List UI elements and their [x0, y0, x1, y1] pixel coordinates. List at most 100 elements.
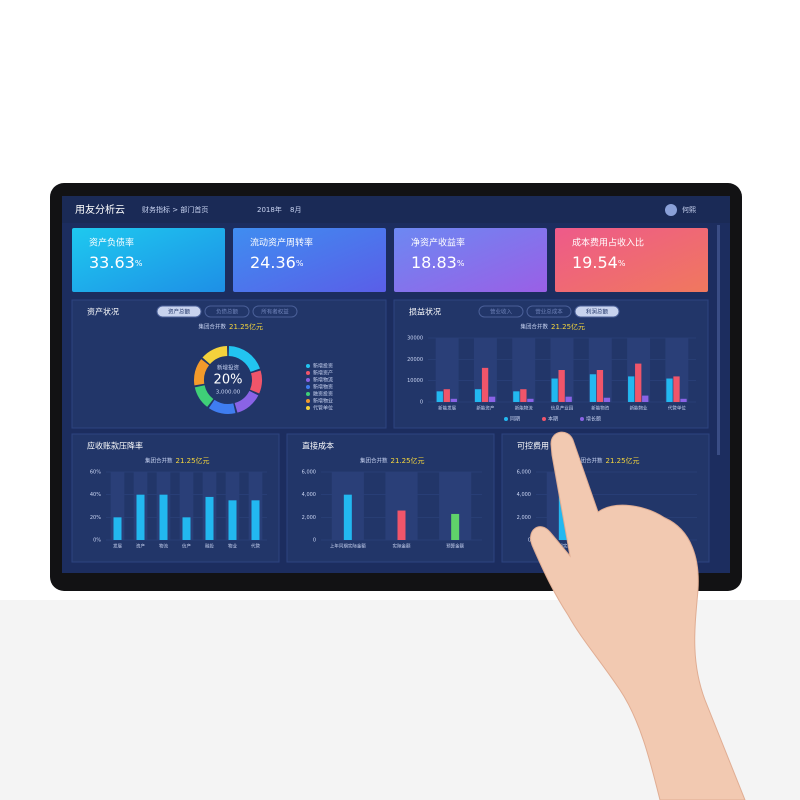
legend-label: 新增资产 — [313, 370, 333, 377]
panel-title: 直接成本 — [302, 441, 334, 451]
bar — [527, 398, 534, 402]
bar-track — [435, 338, 459, 402]
tab-label[interactable]: 负债总额 — [216, 308, 239, 316]
legend-swatch — [306, 399, 310, 403]
legend-swatch — [306, 392, 310, 396]
user-name[interactable]: 何熙 — [682, 205, 696, 214]
tab[interactable] — [252, 305, 298, 318]
center-value: 20% — [214, 373, 243, 388]
x-tick-label: 上年同期实际金额 — [330, 543, 366, 550]
bar — [450, 398, 457, 402]
panel-title: 损益状况 — [409, 307, 441, 317]
tab[interactable] — [204, 305, 250, 318]
year-select[interactable]: 2018年 — [257, 205, 282, 214]
bar — [666, 378, 673, 402]
legend-label: 增长额 — [586, 416, 601, 423]
legend-label: 同期 — [510, 417, 520, 423]
bar — [136, 494, 145, 540]
donut-segment — [194, 359, 210, 386]
tab-label[interactable]: 营业总成本 — [535, 308, 563, 316]
avatar[interactable] — [665, 204, 677, 216]
kpi-number: 19.54 — [572, 253, 618, 272]
bar — [159, 494, 168, 540]
donut-segment — [202, 346, 228, 365]
legend-swatch — [306, 378, 310, 382]
x-tick-label: 代管 — [251, 543, 260, 550]
legend-swatch — [504, 417, 508, 421]
x-tick-label: 信息产业园 — [551, 405, 574, 412]
kpi-card — [233, 228, 386, 292]
bar — [228, 500, 237, 540]
bar — [596, 370, 604, 402]
legend-swatch — [306, 364, 310, 368]
bar — [481, 367, 489, 402]
legend-label: 新增投资 — [313, 363, 333, 370]
x-tick-label: 代管单位 — [668, 405, 686, 412]
y-tick-label: 10000 — [407, 378, 423, 384]
tab[interactable] — [478, 305, 524, 318]
kpi-number: 24.36 — [250, 253, 296, 272]
bar-track — [512, 338, 536, 402]
y-tick-label: 0 — [528, 538, 531, 544]
top-bar — [62, 196, 730, 223]
breadcrumb[interactable]: 财务指标 > 部门首页 — [142, 205, 208, 214]
y-tick-label: 20% — [90, 515, 101, 521]
kpi-value: 33.63% — [89, 253, 143, 272]
kpi-value: 18.83% — [411, 253, 465, 272]
legend-swatch — [306, 406, 310, 410]
panel-title: 可控费用 — [517, 441, 549, 451]
panel-title: 资产状况 — [87, 307, 119, 317]
panel-title: 应收账款压降率 — [87, 441, 143, 451]
bar — [642, 395, 649, 402]
x-tick-label: 上年同期实际金额 — [545, 543, 581, 550]
tab-label[interactable]: 利润总额 — [586, 308, 609, 316]
total: 21.25亿元 — [176, 456, 210, 465]
x-tick-label: 资产 — [136, 543, 145, 550]
note: 集团合并数 — [198, 323, 226, 331]
bar — [513, 391, 520, 402]
y-tick-label: 0% — [93, 538, 101, 544]
bar — [628, 376, 635, 402]
month-select[interactable]: 8月 — [290, 206, 301, 214]
total: 21.25亿元 — [229, 322, 263, 331]
x-tick-label: 融投 — [205, 543, 214, 550]
x-tick-label: 预算金额 — [446, 543, 464, 550]
x-tick-label: 物流 — [159, 543, 168, 550]
x-tick-label: 新能资产 — [476, 405, 494, 412]
tab[interactable] — [574, 305, 620, 318]
bar — [443, 389, 450, 402]
tab[interactable] — [156, 305, 202, 318]
tab-label[interactable]: 所有者权益 — [261, 308, 289, 316]
hand — [530, 431, 746, 800]
bar — [343, 494, 352, 540]
bar — [635, 363, 642, 402]
kpi-card — [555, 228, 708, 292]
kpi-title: 流动资产周转率 — [250, 237, 313, 249]
kpi-title: 净资产收益率 — [411, 237, 465, 249]
legend-swatch — [580, 417, 584, 421]
y-tick-label: 2,000 — [302, 515, 316, 521]
donut-segment — [228, 346, 261, 372]
bar — [436, 391, 443, 402]
legend-label: 融资投资 — [313, 391, 333, 398]
kpi-card — [394, 228, 547, 292]
tab-label[interactable]: 资产总额 — [168, 308, 191, 316]
legend-swatch — [306, 371, 310, 375]
bar — [113, 517, 122, 540]
kpi-card — [72, 228, 225, 292]
donut-segment — [194, 385, 214, 407]
x-tick-label: 物业 — [228, 543, 237, 550]
tab[interactable] — [526, 305, 572, 318]
x-tick-label: 新能物业 — [630, 405, 648, 412]
bar — [251, 500, 260, 540]
kpi-unit: % — [618, 259, 626, 268]
total: 21.25亿元 — [551, 322, 585, 331]
kpi-value: 24.36% — [250, 253, 304, 272]
bar — [551, 378, 558, 402]
bar — [673, 376, 680, 402]
center-label: 新增投资 — [217, 364, 240, 372]
tab-label[interactable]: 营业收入 — [490, 308, 513, 316]
bar — [397, 510, 406, 540]
legend-label: 新增物流 — [313, 377, 333, 384]
center-amount: 3,000.00 — [216, 390, 241, 396]
